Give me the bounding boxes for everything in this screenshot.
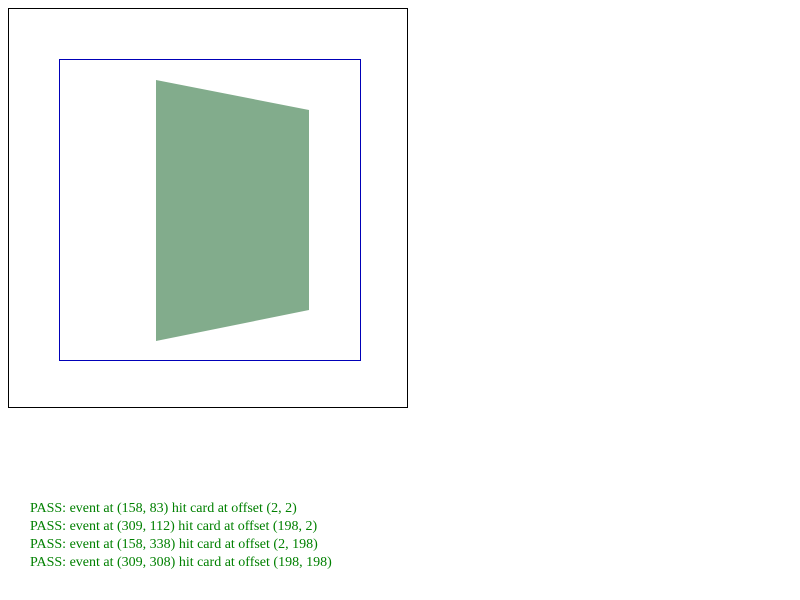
inner-container <box>59 59 361 361</box>
outer-container <box>8 8 408 408</box>
result-line: PASS: event at (309, 308) hit card at of… <box>30 555 332 570</box>
results-log: PASS: event at (158, 83) hit card at off… <box>30 500 332 572</box>
result-line: PASS: event at (158, 83) hit card at off… <box>30 501 297 516</box>
result-line: PASS: event at (309, 112) hit card at of… <box>30 519 318 534</box>
result-line: PASS: event at (158, 338) hit card at of… <box>30 537 318 552</box>
